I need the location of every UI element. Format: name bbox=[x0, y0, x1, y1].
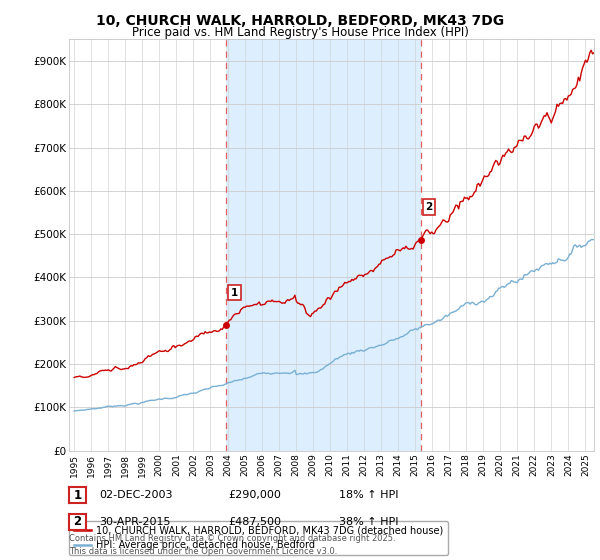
Text: 2: 2 bbox=[425, 202, 433, 212]
Text: Contains HM Land Registry data © Crown copyright and database right 2025.
This d: Contains HM Land Registry data © Crown c… bbox=[69, 534, 395, 556]
Text: 1: 1 bbox=[231, 288, 238, 298]
Text: 1: 1 bbox=[73, 488, 82, 502]
Bar bbox=[226, 39, 421, 451]
Text: Price paid vs. HM Land Registry's House Price Index (HPI): Price paid vs. HM Land Registry's House … bbox=[131, 26, 469, 39]
Text: 18% ↑ HPI: 18% ↑ HPI bbox=[339, 490, 398, 500]
Text: £290,000: £290,000 bbox=[228, 490, 281, 500]
Text: 02-DEC-2003: 02-DEC-2003 bbox=[99, 490, 173, 500]
Legend: 10, CHURCH WALK, HARROLD, BEDFORD, MK43 7DG (detached house), HPI: Average price: 10, CHURCH WALK, HARROLD, BEDFORD, MK43 … bbox=[69, 521, 448, 556]
Text: 2: 2 bbox=[73, 515, 82, 529]
Text: 10, CHURCH WALK, HARROLD, BEDFORD, MK43 7DG: 10, CHURCH WALK, HARROLD, BEDFORD, MK43 … bbox=[96, 14, 504, 28]
Text: £487,500: £487,500 bbox=[228, 517, 281, 527]
Text: 30-APR-2015: 30-APR-2015 bbox=[99, 517, 170, 527]
Text: 38% ↑ HPI: 38% ↑ HPI bbox=[339, 517, 398, 527]
